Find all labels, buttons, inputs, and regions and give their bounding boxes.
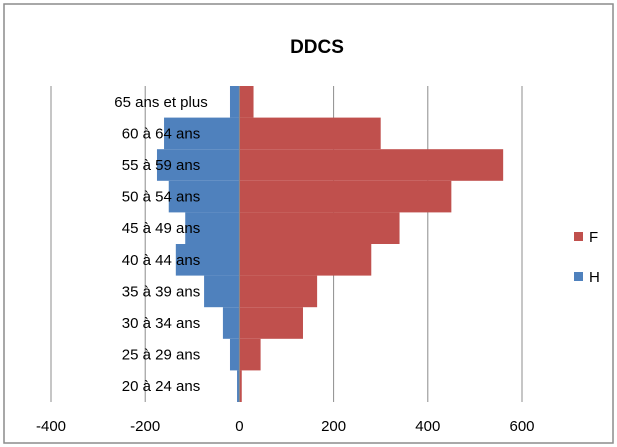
- category-label-5: 40 à 44 ans: [122, 252, 200, 269]
- category-labels: 65 ans et plus 60 à 64 ans 55 à 59 ans 50 à…: [114, 94, 207, 395]
- bar-h-6: [204, 275, 240, 308]
- bar-f-9: [239, 370, 242, 402]
- bar-f-1: [239, 117, 381, 150]
- bar-h-7: [222, 307, 240, 339]
- category-label-8: 25 à 29 ans: [122, 347, 200, 364]
- chart-title: DDCS: [290, 37, 344, 58]
- legend-swatch-h: [574, 272, 583, 281]
- bar-h-2: [156, 149, 240, 181]
- bar-f-3: [239, 180, 452, 213]
- legend-swatch-f: [574, 232, 583, 241]
- bar-h-3: [168, 180, 240, 213]
- category-label-1: 60 à 64 ans: [122, 125, 200, 142]
- category-label-3: 50 à 54 ans: [122, 189, 200, 206]
- bar-f-4: [239, 212, 400, 244]
- bar-f-7: [239, 307, 303, 339]
- x-tick-label-5: 600: [509, 418, 534, 435]
- legend-label-f: F: [589, 229, 598, 246]
- x-tick-label-3: 200: [321, 418, 346, 435]
- bar-f-8: [239, 338, 261, 371]
- bar-h-1: [164, 117, 240, 150]
- bars: [156, 86, 504, 402]
- x-tick-label-0: -400: [36, 418, 66, 435]
- x-tick-label-2: 0: [235, 418, 243, 435]
- category-label-9: 20 à 24 ans: [122, 378, 200, 395]
- bar-f-2: [239, 149, 504, 181]
- bar-h-0: [229, 86, 240, 118]
- bar-f-5: [239, 244, 372, 276]
- category-label-6: 35 à 39 ans: [122, 283, 200, 300]
- x-tick-label-4: 400: [415, 418, 440, 435]
- bar-h-4: [185, 212, 240, 244]
- category-label-4: 45 à 49 ans: [122, 220, 200, 237]
- bar-f-6: [239, 275, 318, 308]
- bar-h-9: [237, 370, 240, 402]
- x-tick-label-1: -200: [130, 418, 160, 435]
- legend: FH: [574, 229, 600, 286]
- bar-h-5: [175, 244, 240, 276]
- legend-label-h: H: [589, 269, 600, 286]
- bar-f-0: [239, 86, 254, 118]
- category-label-2: 55 à 59 ans: [122, 157, 200, 174]
- category-label-0: 65 ans et plus: [114, 94, 207, 111]
- x-tick-labels: -400 -200 0 200 400 600: [36, 418, 535, 435]
- bar-h-8: [229, 338, 240, 371]
- category-label-7: 30 à 34 ans: [122, 315, 200, 332]
